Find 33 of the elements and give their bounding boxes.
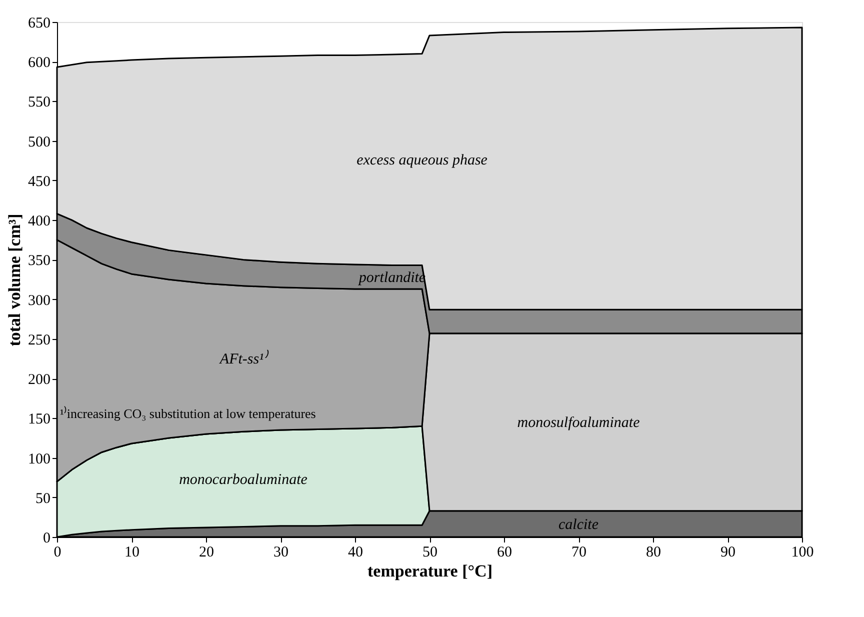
x-tick-label: 10 xyxy=(124,544,140,560)
y-tick-label: 650 xyxy=(28,16,50,32)
x-tick-label: 100 xyxy=(791,544,814,560)
x-tick-label: 0 xyxy=(54,544,62,560)
y-tick-label: 100 xyxy=(28,451,50,468)
y-tick-label: 200 xyxy=(28,372,50,388)
series-label: monocarboaluminate xyxy=(179,472,308,488)
y-tick-label: 400 xyxy=(28,214,50,230)
y-tick-label: 550 xyxy=(28,94,50,111)
series-label: AFt-ss¹⁾ xyxy=(218,350,270,368)
x-tick-label: 70 xyxy=(572,544,586,560)
y-tick-label: 450 xyxy=(28,174,50,190)
x-tick-label: 60 xyxy=(497,544,512,560)
y-tick-label: 250 xyxy=(28,332,50,348)
x-tick-label: 80 xyxy=(646,544,661,560)
annotation: ¹⁾increasing CO₃ substitution at low temperatures xyxy=(60,406,316,422)
y-tick-label: 600 xyxy=(28,55,50,72)
y-axis-title: total volume [cm³] xyxy=(5,214,24,346)
x-tick-label: 40 xyxy=(348,544,363,560)
y-tick-label: 50 xyxy=(36,490,50,507)
x-axis-title: temperature [°C] xyxy=(368,562,492,580)
y-tick-label: 500 xyxy=(28,134,50,150)
y-tick-label: 0 xyxy=(43,530,50,546)
series-label: calcite xyxy=(558,516,599,533)
x-tick-label: 90 xyxy=(720,544,736,560)
x-tick-label: 30 xyxy=(274,544,288,560)
series-label: excess aqueous phase xyxy=(356,152,488,168)
y-tick-label: 350 xyxy=(28,253,50,270)
y-tick-label: 300 xyxy=(28,292,50,309)
series-label: monosulfoaluminate xyxy=(517,415,640,432)
x-tick-label: 20 xyxy=(199,544,214,560)
y-tick-label: 150 xyxy=(28,412,50,428)
x-tick-label: 50 xyxy=(422,544,438,560)
